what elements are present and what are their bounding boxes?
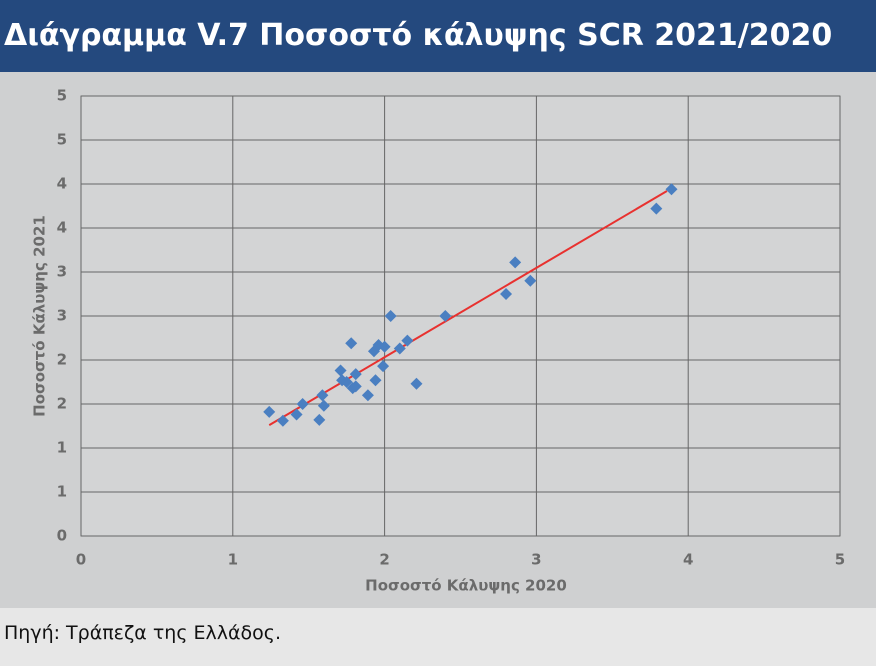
- scatter-point: [334, 364, 347, 377]
- x-tick-label: 0: [76, 551, 86, 569]
- scatter-point: [361, 389, 374, 402]
- scatter-point: [439, 310, 452, 322]
- scatter-point: [509, 256, 522, 269]
- source-note: Πηγή: Τράπεζα της Ελλάδος.: [4, 622, 281, 644]
- scatter-point: [290, 408, 303, 421]
- trend-line: [268, 190, 668, 426]
- x-tick-label: 4: [683, 551, 693, 569]
- scatter-point: [384, 310, 397, 322]
- scatter-point: [650, 202, 663, 215]
- scatter-point: [317, 399, 330, 412]
- scatter-point: [524, 274, 537, 287]
- y-tick-label: 5: [57, 131, 67, 149]
- y-tick-label: 0: [57, 527, 67, 545]
- scatter-point: [378, 340, 391, 353]
- scatter-point: [349, 368, 362, 381]
- y-tick-label: 2: [57, 351, 67, 369]
- x-tick-label: 2: [379, 551, 389, 569]
- scatter-point: [500, 288, 513, 300]
- y-tick-label: 1: [57, 439, 67, 457]
- y-tick-label: 2: [57, 395, 67, 413]
- scatter-point: [276, 414, 289, 427]
- scatter-point: [369, 374, 382, 387]
- x-tick-label: 1: [228, 551, 238, 569]
- scatter-point: [410, 377, 423, 390]
- scatter-point: [296, 398, 309, 410]
- chart-title: Διάγραμμα V.7 Ποσοστό κάλυψης SCR 2021/2…: [0, 0, 876, 72]
- chart: Ποσοστό Κάλυψης 2020 Ποσοστό Κάλυψης 202…: [31, 87, 846, 595]
- x-axis-label: Ποσοστό Κάλυψης 2020: [365, 577, 567, 595]
- y-tick-label: 5: [57, 87, 67, 105]
- scatter-point: [665, 183, 678, 196]
- scatter-point: [349, 380, 362, 393]
- scatter-point: [401, 334, 414, 347]
- x-tick-label: 3: [531, 551, 541, 569]
- scatter-point: [263, 405, 276, 418]
- chart-area: Ποσοστό Κάλυψης 2020 Ποσοστό Κάλυψης 202…: [0, 72, 876, 608]
- scatter-point: [345, 337, 358, 350]
- y-tick-label: 4: [57, 219, 67, 237]
- y-tick-label: 1: [57, 483, 67, 501]
- scatter-point: [393, 342, 406, 355]
- scatter-point: [377, 360, 390, 373]
- y-tick-label: 4: [57, 175, 67, 193]
- y-tick-label: 3: [57, 263, 67, 281]
- scatter-point: [340, 376, 353, 388]
- y-axis-label: Ποσοστό Κάλυψης 2021: [31, 215, 49, 417]
- scatter-point: [316, 389, 329, 402]
- x-tick-label: 5: [835, 551, 845, 569]
- scatter-point: [313, 413, 326, 426]
- y-tick-label: 3: [57, 307, 67, 325]
